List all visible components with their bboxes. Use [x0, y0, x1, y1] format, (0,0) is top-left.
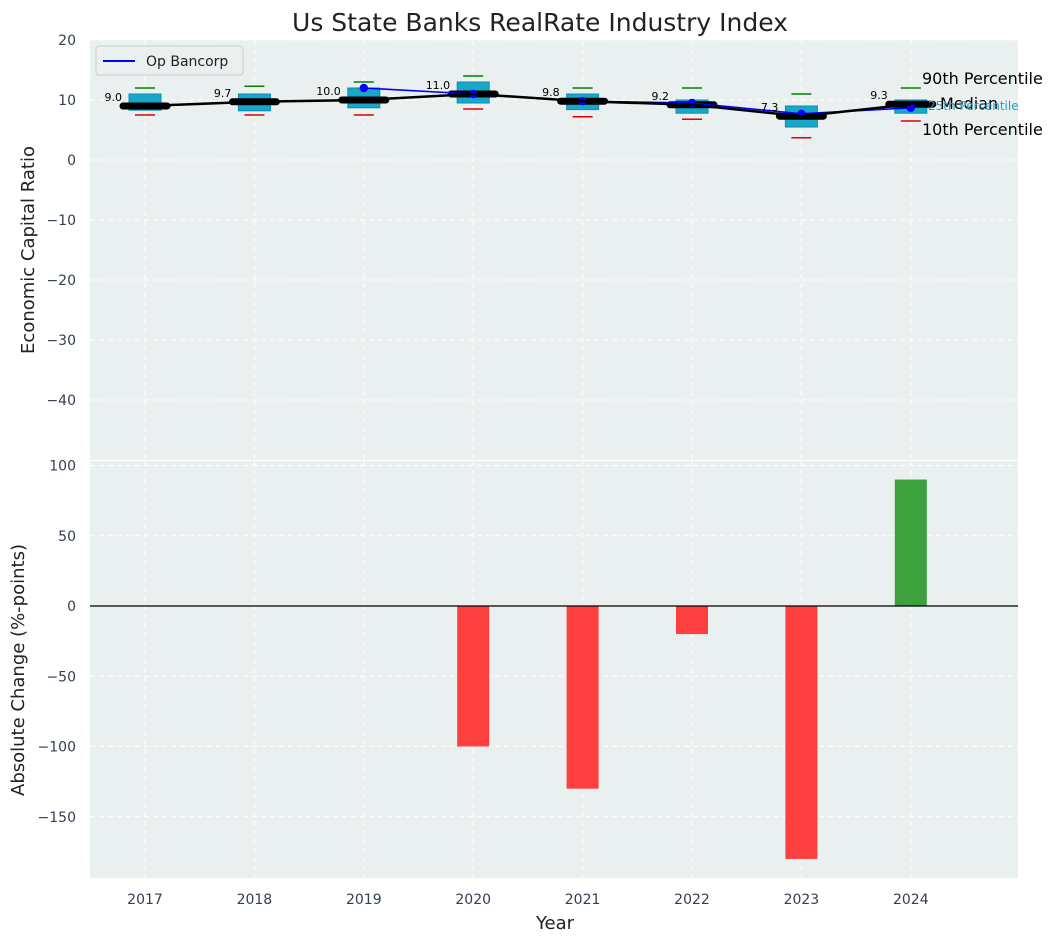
change-bar	[566, 606, 599, 789]
median-series	[144, 92, 911, 118]
top-y-tick-label: 0	[67, 153, 76, 169]
annotation-median: Median	[940, 94, 998, 113]
median-labels: 9.0 9.7 10.0 11.0 9.8 9.2 7.3 9.3	[105, 79, 888, 114]
bottom-y-tick-label: 50	[58, 529, 76, 545]
bottom-y-tick-label: −100	[38, 740, 76, 756]
top-panel: −40 −30 −20 −10 0 10 20 9.0 9.7 10.0 11.0 9.8 9.2 7.…	[18, 33, 1043, 460]
median-line	[144, 92, 911, 118]
bottom-y-tick-label: −150	[38, 810, 76, 826]
top-y-tick-label: 10	[58, 93, 76, 109]
legend: Op Bancorp	[95, 45, 244, 76]
median-data-label: 7.3	[761, 101, 779, 114]
x-tick-label: 2021	[565, 892, 601, 908]
top-y-axis-label: Economic Capital Ratio	[18, 146, 39, 354]
annotation-p25: 25th Percentile	[928, 99, 1019, 113]
median-data-label: 9.8	[542, 86, 560, 99]
bottom-y-axis-label: Absolute Change (%-points)	[8, 544, 29, 796]
change-bar	[785, 606, 818, 859]
x-tick-label: 2019	[346, 892, 382, 908]
bottom-plot-area	[90, 461, 1018, 878]
company-point	[359, 83, 368, 93]
annotation-p90: 90th Percentile	[922, 69, 1043, 88]
median-data-label: 9.7	[214, 87, 232, 100]
percentile-annotations: 90th Percentile Median 25th Percentile 1…	[922, 69, 1043, 139]
change-bar	[457, 606, 490, 747]
median-data-label: 9.0	[105, 91, 123, 104]
top-y-tick-label: 20	[58, 33, 76, 49]
top-y-tick-label: −20	[46, 273, 76, 289]
top-y-tick-label: −40	[46, 393, 76, 409]
top-y-ticks: −40 −30 −20 −10 0 10 20	[46, 33, 76, 409]
x-tick-label: 2017	[127, 892, 163, 908]
x-ticks: 2017 2018 2019 2020 2021 2022 2023 2024	[127, 892, 929, 908]
top-y-tick-label: −30	[46, 333, 76, 349]
x-tick-label: 2024	[893, 892, 929, 908]
x-tick-label: 2020	[455, 892, 491, 908]
company-point	[906, 103, 915, 113]
median-data-label: 9.2	[652, 90, 670, 103]
legend-label-company: Op Bancorp	[146, 54, 228, 70]
median-data-label: 10.0	[316, 85, 341, 98]
bar-series	[457, 479, 927, 859]
x-axis-label: Year	[535, 913, 575, 934]
annotation-p10: 10th Percentile	[922, 120, 1043, 139]
chart-title: Us State Banks RealRate Industry Index	[292, 8, 788, 37]
change-bar	[894, 479, 927, 606]
bottom-grid	[90, 461, 1018, 878]
bottom-y-ticks: −150 −100 −50 0 50 100	[38, 459, 76, 826]
median-data-label: 9.3	[870, 89, 888, 102]
change-bar	[676, 606, 708, 635]
bottom-y-tick-label: 100	[49, 459, 76, 475]
median-data-label: 11.0	[426, 79, 451, 92]
x-tick-label: 2022	[674, 892, 710, 908]
top-y-tick-label: −10	[46, 213, 76, 229]
x-tick-label: 2018	[237, 892, 273, 908]
bottom-y-tick-label: 0	[67, 599, 76, 615]
legend-box	[95, 45, 244, 76]
bottom-y-tick-label: −50	[46, 669, 76, 685]
x-tick-label: 2023	[784, 892, 820, 908]
